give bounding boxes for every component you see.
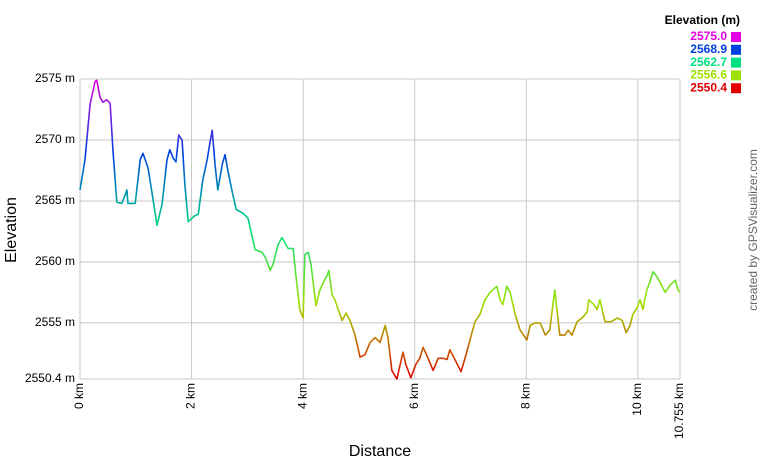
legend-swatch bbox=[731, 83, 741, 94]
x-axis-label: Distance bbox=[349, 443, 411, 460]
x-tick-label: 10.755 km bbox=[672, 383, 686, 439]
x-tick-label: 4 km bbox=[295, 383, 309, 409]
y-tick-label: 2565 m bbox=[35, 193, 75, 207]
x-tick-label: 2 km bbox=[184, 383, 198, 409]
legend-label: 2556.6 bbox=[690, 68, 727, 82]
y-tick-label: 2560 m bbox=[35, 254, 75, 268]
legend-swatch bbox=[731, 70, 741, 81]
y-tick-label: 2575 m bbox=[35, 71, 75, 85]
elevation-line bbox=[79, 79, 681, 380]
legend-label: 2568.9 bbox=[690, 42, 727, 56]
x-tick-label: 10 km bbox=[630, 383, 644, 416]
x-tick-label: 6 km bbox=[407, 383, 421, 409]
legend-swatch bbox=[731, 32, 741, 42]
legend-title: Elevation (m) bbox=[665, 13, 740, 27]
credit: created by GPSVisualizer.com bbox=[746, 149, 760, 311]
legend-label: 2575.0 bbox=[690, 29, 727, 43]
y-tick-label: 2570 m bbox=[35, 132, 75, 146]
x-tick-label: 0 km bbox=[72, 383, 86, 409]
legend-swatch bbox=[731, 44, 741, 55]
y-tick-label: 2555 m bbox=[35, 315, 75, 329]
legend-swatch bbox=[731, 57, 741, 68]
legend-label: 2562.7 bbox=[690, 55, 727, 69]
legend-label: 2550.4 bbox=[690, 80, 727, 94]
y-tick-label: 2550.4 m bbox=[25, 371, 75, 385]
y-axis-label: Elevation bbox=[3, 197, 20, 263]
x-tick-label: 8 km bbox=[518, 383, 532, 409]
